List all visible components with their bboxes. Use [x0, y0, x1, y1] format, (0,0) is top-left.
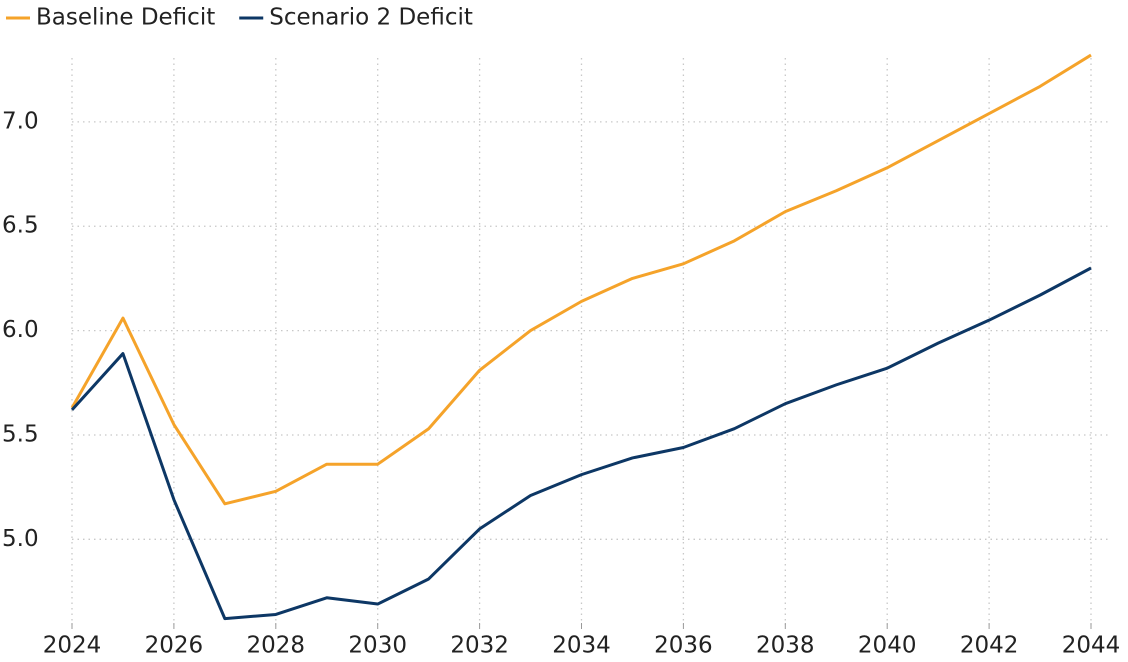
y-tick-label: 7.0: [2, 108, 39, 134]
x-tick-label: 2024: [43, 633, 102, 659]
x-tick-label: 2026: [145, 633, 204, 659]
series-line: [70, 53, 1092, 506]
series-line: [70, 266, 1092, 621]
x-tick-label: 2038: [756, 633, 815, 659]
y-tick-label: 5.0: [2, 526, 39, 552]
x-tick-label: 2034: [552, 633, 611, 659]
legend-label: Scenario 2 Deficit: [269, 5, 473, 31]
y-tick-label: 6.5: [2, 213, 39, 239]
x-tick-label: 2036: [654, 633, 713, 659]
x-tick-label: 2028: [247, 633, 306, 659]
x-tick-label: 2042: [960, 633, 1019, 659]
x-tick-label: 2044: [1062, 633, 1121, 659]
x-tick-label: 2040: [858, 633, 917, 659]
y-tick-label: 6.0: [2, 317, 39, 343]
legend-label: Baseline Deficit: [36, 5, 215, 31]
x-tick-label: 2030: [348, 633, 407, 659]
y-tick-label: 5.5: [2, 421, 39, 447]
x-tick-label: 2032: [450, 633, 509, 659]
